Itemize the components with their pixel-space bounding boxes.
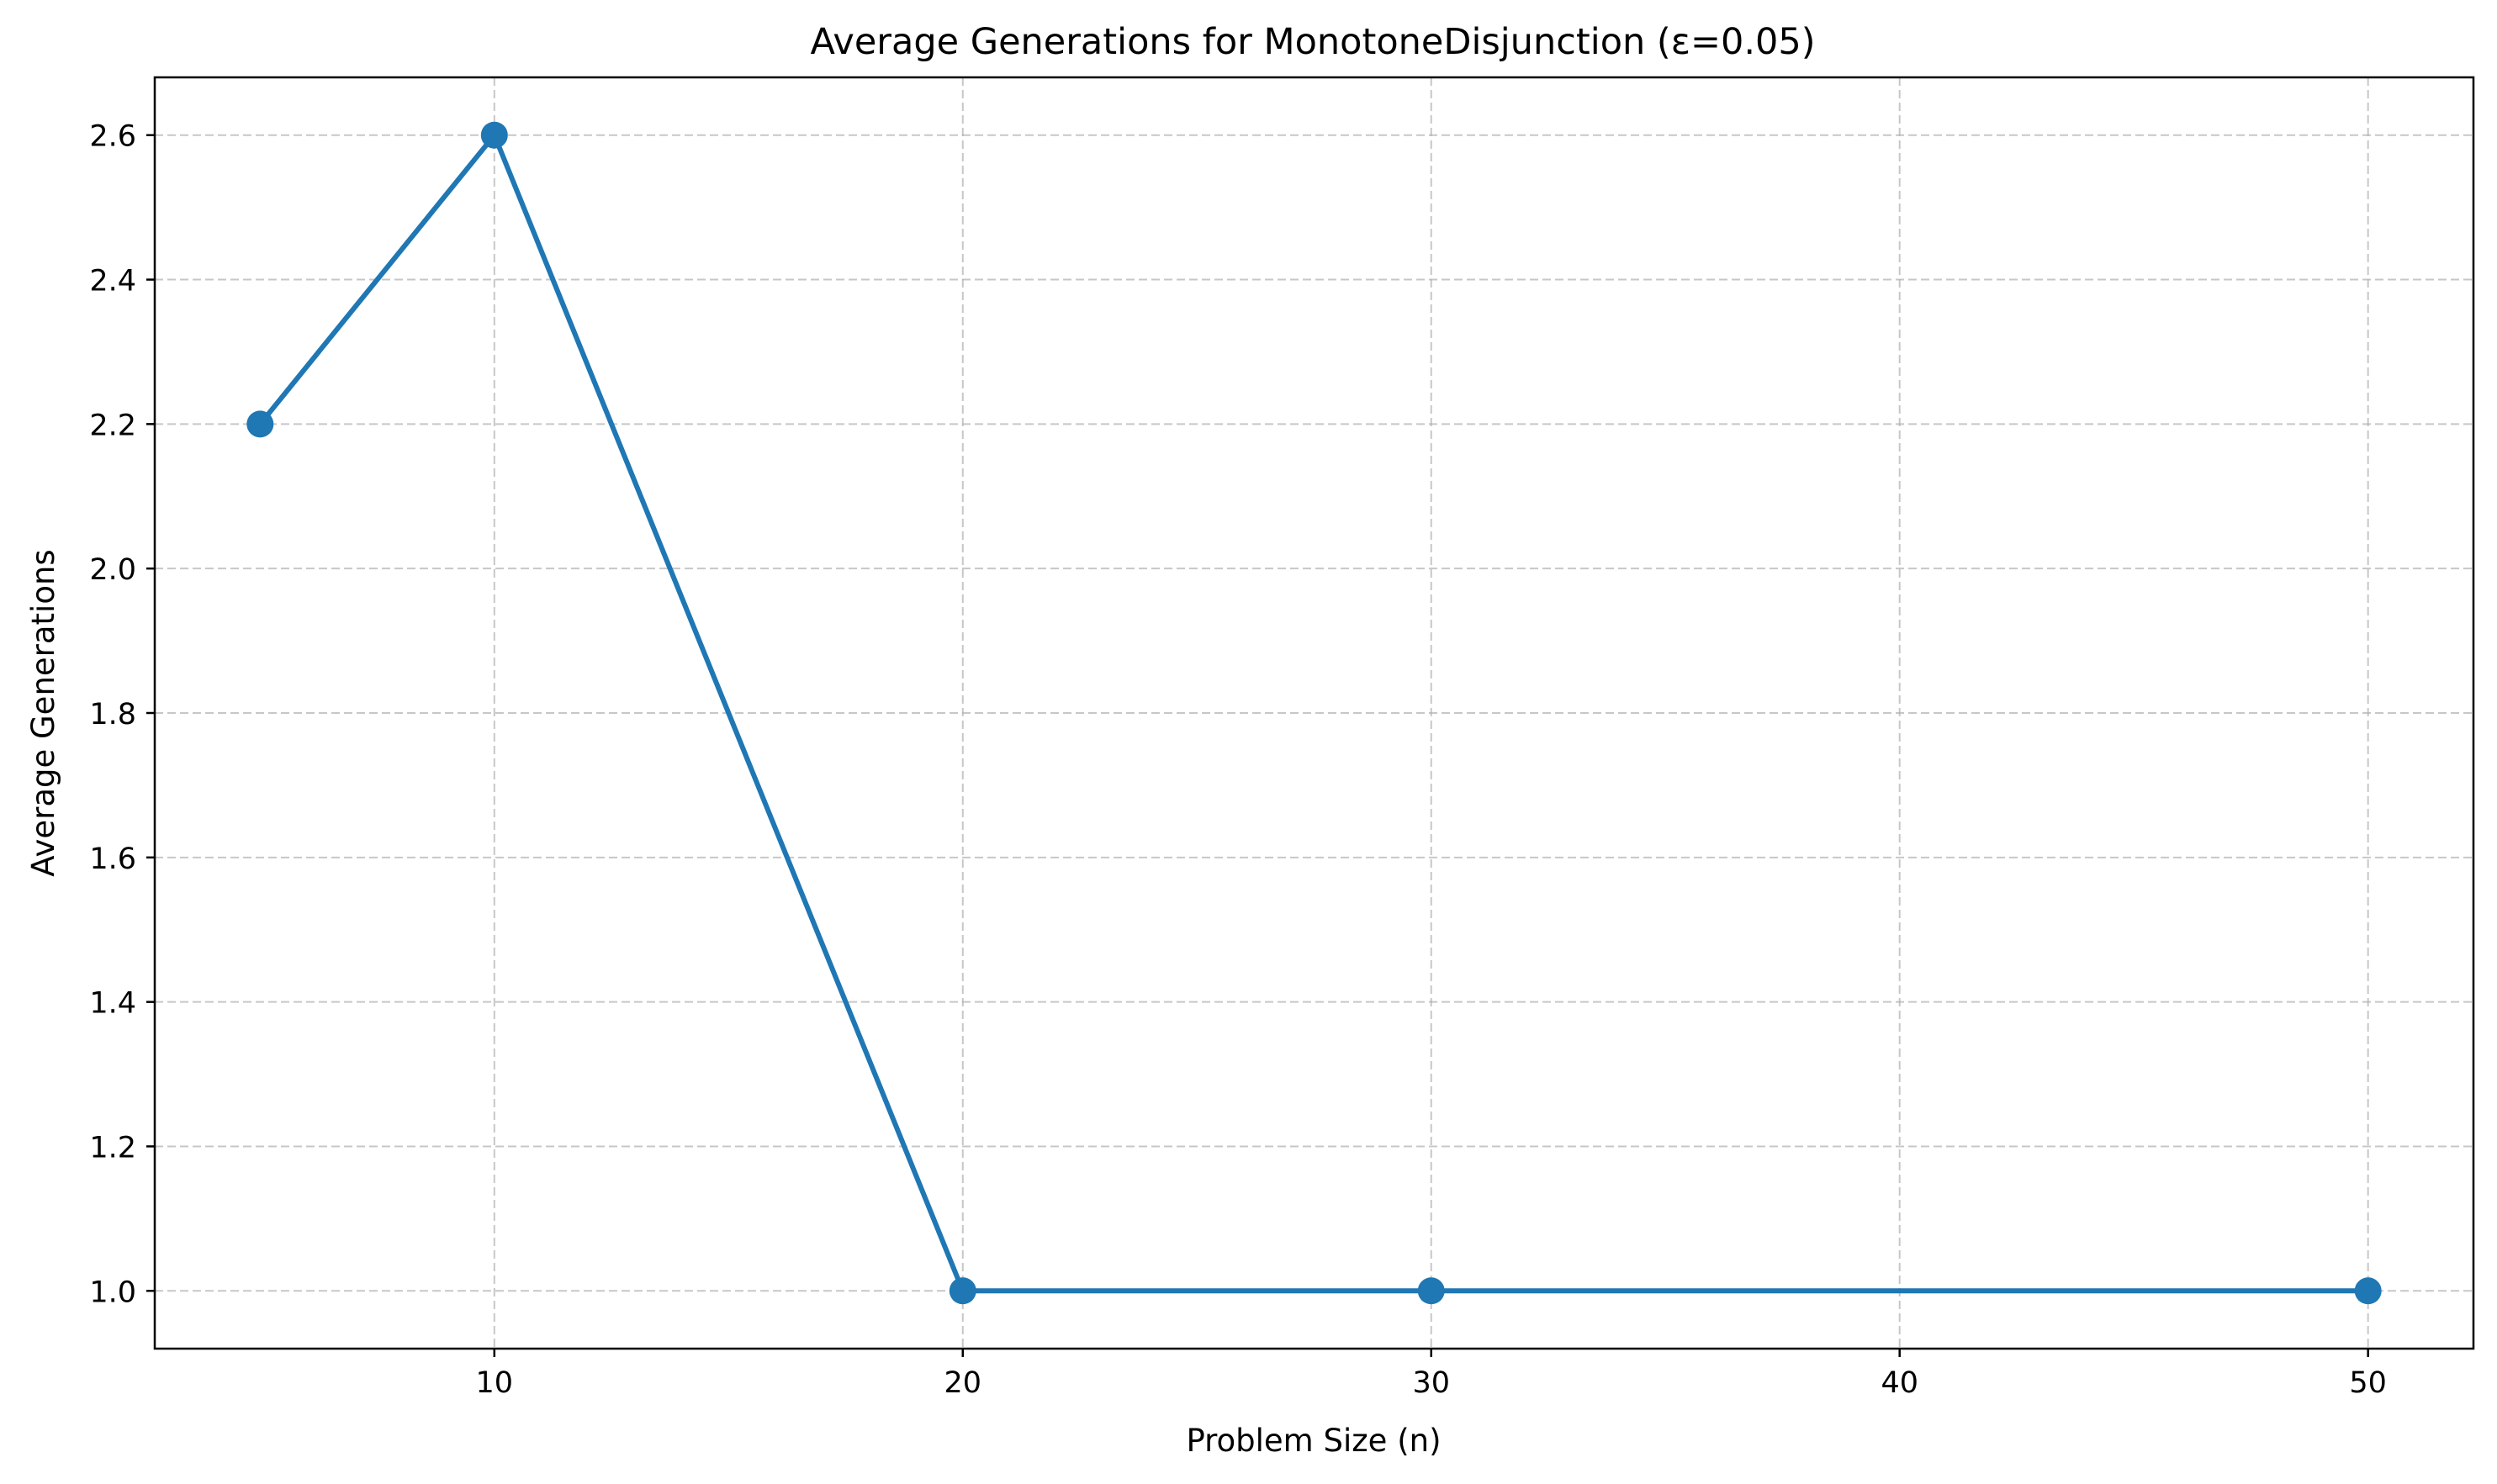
y-tick-label: 1.8 (89, 698, 136, 731)
data-point (1417, 1277, 1445, 1305)
x-axis-label: Problem Size (n) (1186, 1423, 1441, 1459)
y-axis-label: Average Generations (25, 549, 61, 876)
chart-title: Average Generations for MonotoneDisjunct… (811, 21, 1816, 63)
y-tick-label: 2.2 (89, 409, 136, 442)
y-tick-label: 1.4 (89, 987, 136, 1021)
x-tick-label: 30 (1412, 1366, 1450, 1400)
y-tick-label: 1.2 (89, 1131, 136, 1164)
y-tick-label: 1.0 (89, 1275, 136, 1309)
x-tick-label: 20 (944, 1366, 981, 1400)
y-tick-label: 2.0 (89, 553, 136, 587)
x-tick-label: 50 (2349, 1366, 2387, 1400)
y-tick-label: 1.6 (89, 842, 136, 876)
data-point (480, 121, 508, 149)
axis-ticks: 10 20 30 40 50 1.0 1.2 1.4 1.6 1.8 2.0 2.2 2.4 2.6 (89, 120, 2387, 1400)
data-point (949, 1277, 976, 1305)
grid-lines (155, 77, 2473, 1349)
y-tick-label: 2.6 (89, 120, 136, 154)
data-point (2354, 1277, 2382, 1305)
data-point (246, 410, 274, 438)
data-series (246, 121, 2382, 1305)
x-tick-label: 10 (476, 1366, 514, 1400)
y-tick-label: 2.4 (89, 265, 136, 298)
x-tick-label: 40 (1881, 1366, 1918, 1400)
